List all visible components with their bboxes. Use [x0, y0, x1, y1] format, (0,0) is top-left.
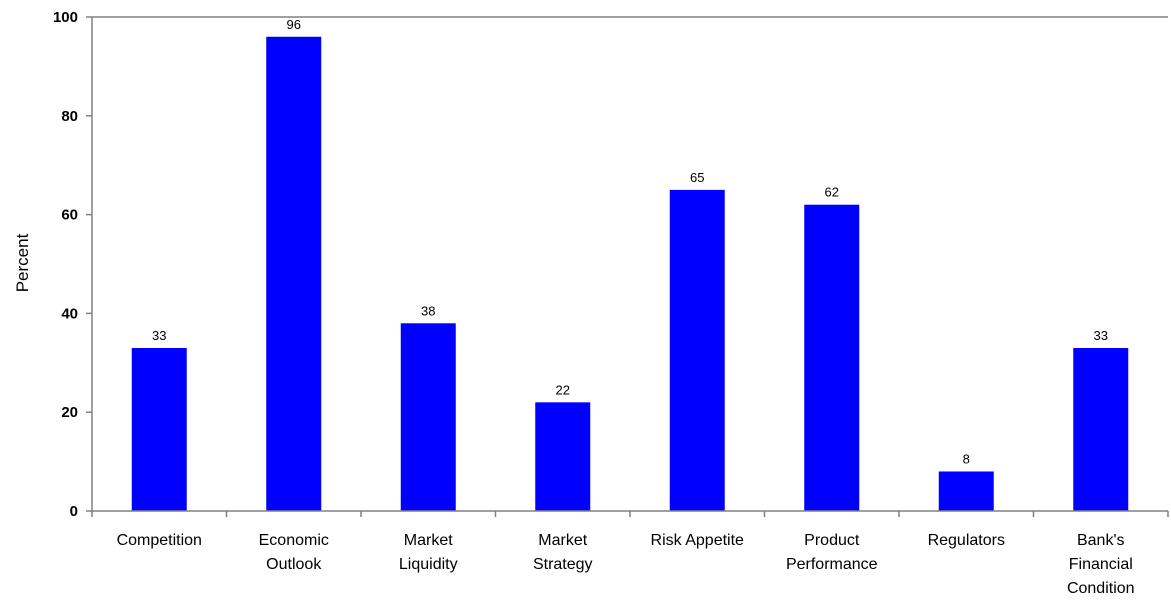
- x-category-label-line: Outlook: [266, 556, 322, 573]
- y-axis-title: Percent: [13, 233, 32, 292]
- y-tick-label: 100: [53, 9, 78, 26]
- y-tick-label: 40: [61, 305, 78, 322]
- bar-value-label: 38: [421, 303, 435, 318]
- y-tick-label: 0: [70, 503, 78, 520]
- x-category-label: Competition: [117, 532, 202, 549]
- ticks-layer: [86, 16, 1169, 517]
- x-category-label-line: Financial: [1069, 556, 1133, 573]
- x-category-label: Product Performance: [786, 532, 878, 573]
- x-category-label-line: Economic: [259, 532, 329, 549]
- x-category-label: Bank's Financial Condition: [1067, 532, 1135, 597]
- x-category-label: Risk Appetite: [651, 532, 744, 549]
- x-category-label-line: Performance: [786, 556, 878, 573]
- bar-value-label: 96: [287, 17, 301, 32]
- bar-value-label: 65: [690, 170, 704, 185]
- x-category-label: Market Strategy: [533, 532, 593, 573]
- bar-value-label: 33: [152, 328, 166, 343]
- x-category-label-line: Strategy: [533, 556, 593, 573]
- bar: [400, 323, 456, 511]
- bar-value-label: 22: [556, 382, 570, 397]
- y-tick-label: 80: [61, 108, 78, 125]
- bar: [804, 204, 860, 511]
- bar-value-label: 33: [1094, 328, 1108, 343]
- x-category-label-line: Condition: [1067, 580, 1135, 597]
- x-category-label-line: Risk Appetite: [651, 532, 744, 549]
- bar: [1073, 347, 1129, 511]
- bar-value-label: 62: [825, 185, 839, 200]
- bar: [266, 36, 322, 511]
- x-category-label-line: Product: [804, 532, 860, 549]
- bar: [535, 402, 591, 511]
- x-category-label-line: Liquidity: [399, 556, 458, 573]
- x-category-label-line: Market: [538, 532, 587, 549]
- y-tick-label: 20: [61, 404, 78, 421]
- x-category-label: Regulators: [928, 532, 1005, 549]
- x-category-label-line: Regulators: [928, 532, 1005, 549]
- y-tick-label: 60: [61, 207, 78, 224]
- x-category-label-line: Competition: [117, 532, 202, 549]
- axes-layer: [91, 16, 1168, 512]
- bar: [938, 471, 994, 511]
- bar: [669, 189, 725, 511]
- x-category-label-line: Market: [404, 532, 453, 549]
- x-category-label: Economic Outlook: [259, 532, 329, 573]
- x-category-label: Market Liquidity: [399, 532, 458, 573]
- bar: [131, 347, 187, 511]
- x-category-label-line: Bank's: [1077, 532, 1125, 549]
- bar-value-label: 8: [963, 451, 970, 466]
- bars-layer: [131, 36, 1129, 511]
- labels-layer: 0 20 40 60 80 100 33 Competition 96 Economic Outlo…: [53, 9, 1135, 597]
